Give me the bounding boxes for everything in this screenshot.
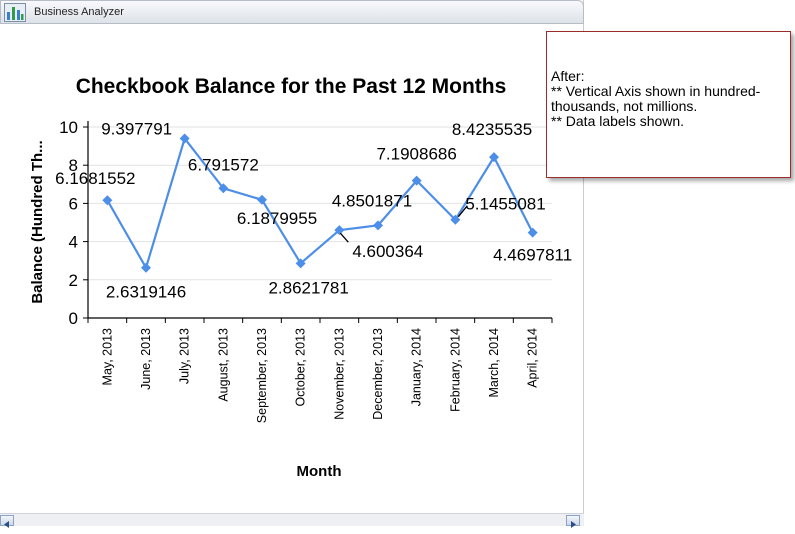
y-tick-label: 8: [69, 156, 78, 175]
x-tick-label: June, 2013: [139, 328, 153, 390]
data-point: [373, 220, 383, 231]
data-label: 4.600364: [352, 242, 423, 261]
data-point: [295, 258, 306, 269]
x-tick-label: February, 2014: [448, 328, 462, 412]
data-label-leader: [339, 232, 349, 243]
data-point: [489, 152, 499, 163]
data-point: [450, 214, 461, 225]
data-point: [141, 262, 151, 273]
x-tick-label: April, 2014: [526, 328, 540, 388]
data-point: [102, 195, 113, 206]
bar-chart-icon: [4, 3, 26, 22]
data-label: 4.4697811: [493, 246, 572, 265]
x-tick-label: September, 2013: [255, 328, 269, 423]
scroll-right-button[interactable]: [566, 515, 580, 528]
title-bar: Business Analyzer: [0, 0, 584, 24]
data-point: [334, 225, 345, 236]
x-tick-label: March, 2014: [487, 328, 501, 398]
x-tick-label: October, 2013: [294, 328, 308, 407]
chart-title: Checkbook Balance for the Past 12 Months: [76, 75, 507, 98]
data-label: 6.1681552: [55, 169, 135, 188]
note-line-vertical-axis: ** Vertical Axis shown in hundred-thousa…: [551, 83, 761, 114]
horizontal-scrollbar[interactable]: [0, 513, 584, 528]
y-tick-label: 0: [69, 309, 78, 328]
data-label: 7.1908686: [376, 145, 456, 164]
data-label: 8.4235535: [452, 120, 532, 139]
x-tick-label: August, 2013: [216, 328, 230, 402]
data-point: [411, 175, 422, 186]
data-point: [218, 183, 229, 194]
series-line: [106, 136, 534, 271]
data-point: [527, 227, 538, 238]
scroll-left-button[interactable]: [0, 515, 14, 528]
data-label: 6.791572: [188, 155, 259, 174]
y-tick-label: 6: [69, 194, 78, 213]
y-tick-label: 10: [59, 118, 78, 137]
y-axis-title: Balance (Hundred Th...: [29, 140, 46, 303]
note-line-after: After:: [551, 68, 585, 84]
window-title: Business Analyzer: [34, 6, 124, 18]
data-point: [257, 194, 267, 205]
note-line-data-labels: ** Data labels shown.: [551, 113, 685, 129]
data-label: 2.6319146: [106, 283, 186, 302]
data-label: 5.1455081: [465, 195, 545, 214]
data-label: 4.8501871: [332, 191, 412, 210]
data-label: 2.8621781: [268, 278, 348, 297]
data-label-leader: [457, 205, 468, 218]
data-point: [179, 133, 190, 144]
y-tick-label: 4: [69, 233, 78, 252]
arrow-left-icon: [4, 521, 9, 528]
arrow-right-icon: [571, 521, 576, 528]
x-tick-label: December, 2013: [371, 328, 385, 420]
y-tick-label: 2: [69, 271, 78, 290]
line-chart: Checkbook Balance for the Past 12 Months…: [29, 75, 572, 480]
app-window: Business Analyzer Checkbook Balance for …: [0, 0, 584, 528]
data-label: 9.397791: [101, 120, 172, 139]
x-axis-title: Month: [297, 463, 342, 480]
x-tick-label: July, 2013: [178, 328, 192, 384]
x-tick-label: January, 2014: [410, 328, 424, 406]
data-label: 6.1879955: [237, 209, 317, 228]
annotation-note: After: ** Vertical Axis shown in hundred…: [546, 31, 791, 178]
x-tick-label: November, 2013: [332, 328, 346, 420]
x-tick-label: May, 2013: [100, 328, 114, 385]
